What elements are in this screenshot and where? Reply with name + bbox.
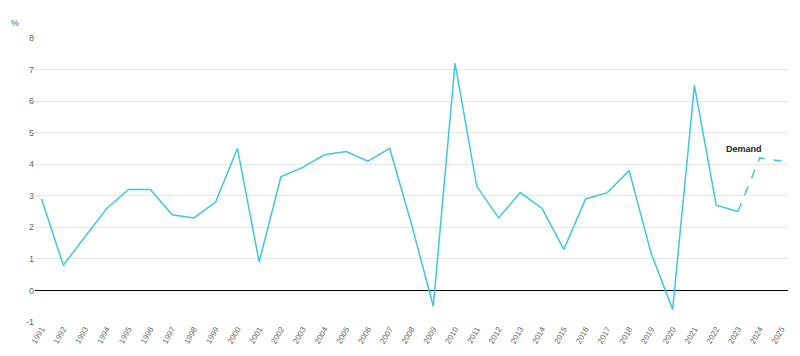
- svg-text:8: 8: [29, 33, 34, 43]
- svg-text:6: 6: [29, 96, 34, 106]
- svg-text:2021: 2021: [683, 325, 700, 345]
- svg-text:2025: 2025: [770, 325, 787, 345]
- svg-text:2016: 2016: [574, 325, 591, 345]
- svg-text:2020: 2020: [661, 325, 678, 345]
- svg-text:2005: 2005: [335, 325, 352, 345]
- svg-text:Demand: Demand: [726, 144, 762, 154]
- svg-text:1997: 1997: [161, 325, 178, 345]
- svg-text:2009: 2009: [422, 325, 439, 345]
- svg-text:2019: 2019: [639, 325, 656, 345]
- svg-text:1993: 1993: [74, 325, 91, 345]
- svg-text:2003: 2003: [291, 325, 308, 345]
- svg-text:2013: 2013: [509, 325, 526, 345]
- svg-text:1994: 1994: [95, 325, 112, 345]
- svg-text:1999: 1999: [204, 325, 221, 345]
- svg-text:5: 5: [29, 128, 34, 138]
- svg-text:2008: 2008: [400, 325, 417, 345]
- svg-text:2010: 2010: [444, 325, 461, 345]
- svg-text:-1: -1: [26, 317, 34, 327]
- svg-text:2014: 2014: [531, 325, 548, 345]
- svg-text:2018: 2018: [618, 325, 635, 345]
- svg-text:2000: 2000: [226, 325, 243, 345]
- svg-text:2015: 2015: [552, 325, 569, 345]
- svg-text:1992: 1992: [52, 325, 69, 345]
- svg-text:2001: 2001: [248, 325, 265, 345]
- svg-text:2011: 2011: [466, 325, 483, 345]
- svg-text:2012: 2012: [487, 325, 504, 345]
- svg-text:2006: 2006: [356, 325, 373, 345]
- svg-text:%: %: [11, 18, 19, 28]
- svg-text:2004: 2004: [313, 325, 330, 345]
- svg-text:2: 2: [29, 222, 34, 232]
- svg-text:2023: 2023: [726, 325, 743, 345]
- svg-text:2024: 2024: [748, 325, 765, 345]
- svg-text:4: 4: [29, 159, 34, 169]
- svg-text:2002: 2002: [269, 325, 286, 345]
- svg-text:1: 1: [29, 254, 34, 264]
- svg-text:1995: 1995: [117, 325, 134, 345]
- svg-text:7: 7: [29, 65, 34, 75]
- svg-text:1996: 1996: [139, 325, 156, 345]
- svg-text:1998: 1998: [182, 325, 199, 345]
- svg-text:3: 3: [29, 191, 34, 201]
- svg-text:2017: 2017: [596, 325, 613, 345]
- svg-text:1991: 1991: [30, 325, 47, 345]
- svg-text:2007: 2007: [378, 325, 395, 345]
- svg-text:2022: 2022: [705, 325, 722, 345]
- svg-text:0: 0: [29, 286, 34, 296]
